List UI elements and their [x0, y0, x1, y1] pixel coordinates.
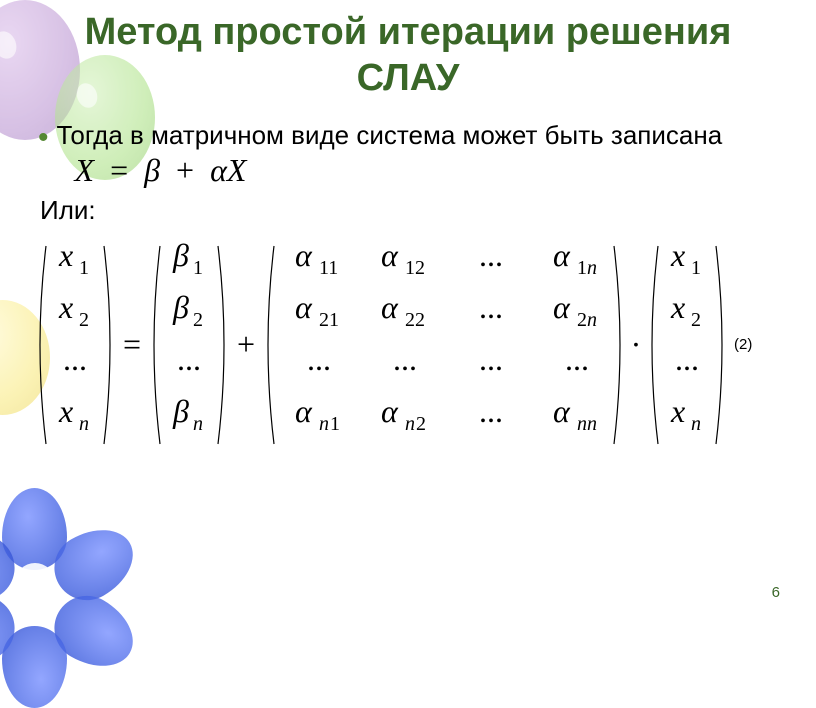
svg-text:...: ... — [479, 289, 503, 325]
svg-text:n: n — [587, 309, 597, 331]
svg-text:2: 2 — [79, 309, 89, 331]
eq-lhs: X — [75, 152, 95, 188]
svg-text:n: n — [79, 413, 89, 435]
svg-text:...: ... — [565, 341, 589, 377]
slide-content: Метод простой итерации решения СЛАУ • То… — [0, 0, 816, 458]
svg-text:...: ... — [479, 341, 503, 377]
eq-X2: X — [227, 152, 247, 188]
svg-text:α: α — [553, 289, 571, 325]
svg-text:+: + — [237, 326, 255, 362]
svg-text:β: β — [172, 393, 189, 429]
svg-text:...: ... — [307, 341, 331, 377]
svg-text:β: β — [172, 237, 189, 273]
svg-text:α: α — [381, 393, 399, 429]
svg-text:2: 2 — [691, 309, 701, 331]
svg-text:2: 2 — [193, 309, 203, 331]
svg-text:x: x — [670, 237, 685, 273]
svg-text:x: x — [58, 289, 73, 325]
svg-text:α: α — [553, 237, 571, 273]
bullet-text: Тогда в матричном виде система может быт… — [57, 120, 723, 150]
svg-text:x: x — [670, 393, 685, 429]
svg-text:α: α — [381, 237, 399, 273]
svg-text:2: 2 — [577, 309, 587, 331]
svg-text:n: n — [405, 413, 415, 435]
svg-text:α: α — [295, 393, 313, 429]
svg-text:α: α — [553, 393, 571, 429]
svg-text:n: n — [319, 413, 329, 435]
svg-text:22: 22 — [405, 309, 425, 331]
svg-text:nn: nn — [577, 413, 597, 435]
svg-text:12: 12 — [405, 257, 425, 279]
svg-text:n: n — [193, 413, 203, 435]
svg-text:1: 1 — [691, 257, 701, 279]
svg-text:=: = — [123, 326, 141, 362]
svg-text:1: 1 — [330, 413, 340, 435]
svg-text:21: 21 — [319, 309, 339, 331]
svg-text:2: 2 — [416, 413, 426, 435]
flower-blue-decoration — [0, 488, 125, 668]
eq-sign: = — [102, 152, 136, 188]
svg-text:1: 1 — [577, 257, 587, 279]
svg-text:...: ... — [63, 341, 87, 377]
inline-equation: X = β + αX — [75, 152, 247, 188]
svg-text:x: x — [670, 289, 685, 325]
svg-text:x: x — [58, 393, 73, 429]
svg-text:β: β — [172, 289, 189, 325]
svg-text:1: 1 — [193, 257, 203, 279]
eq-beta: β — [144, 152, 160, 188]
matrix-svg: x1x2...xn=β1β2...βn+α11α12...α1nα21α22..… — [30, 232, 730, 458]
svg-text:α: α — [381, 289, 399, 325]
svg-text:n: n — [691, 413, 701, 435]
eq-alpha: α — [210, 152, 227, 188]
svg-text:...: ... — [675, 341, 699, 377]
matrix-equation: x1x2...xn=β1β2...βn+α11α12...α1nα21α22..… — [30, 232, 786, 458]
svg-text:1: 1 — [79, 257, 89, 279]
eq-plus: + — [168, 152, 202, 188]
svg-text:...: ... — [393, 341, 417, 377]
svg-text:α: α — [295, 237, 313, 273]
svg-text:x: x — [58, 237, 73, 273]
page-number: 6 — [772, 584, 780, 601]
svg-text:...: ... — [479, 393, 503, 429]
svg-text:·: · — [631, 326, 642, 362]
svg-text:n: n — [587, 257, 597, 279]
bullet-icon: • — [38, 123, 49, 153]
equation-number: (2) — [734, 336, 752, 353]
bullet-text-wrap: Тогда в матричном виде система может быт… — [57, 119, 786, 189]
bullet-row: • Тогда в матричном виде система может б… — [38, 119, 786, 189]
slide-title: Метод простой итерации решения СЛАУ — [30, 10, 786, 101]
svg-text:α: α — [295, 289, 313, 325]
svg-text:11: 11 — [319, 257, 338, 279]
svg-text:...: ... — [479, 237, 503, 273]
svg-text:...: ... — [177, 341, 201, 377]
or-label: Или: — [40, 195, 786, 226]
